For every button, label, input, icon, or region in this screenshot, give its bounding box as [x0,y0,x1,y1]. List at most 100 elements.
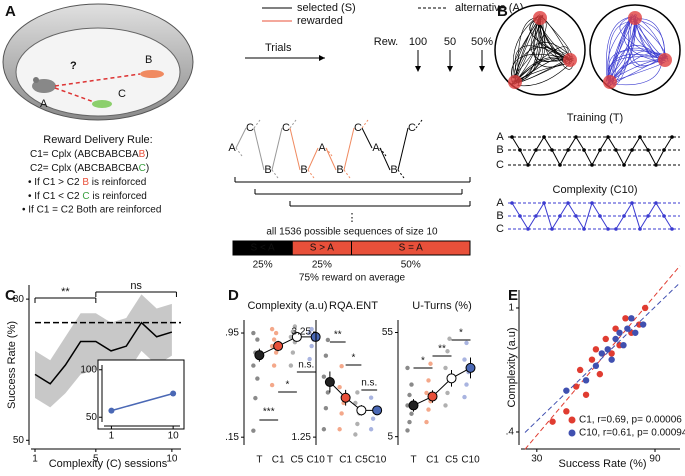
reward-zone [658,53,672,67]
data-point [309,343,314,349]
mean-marker [356,405,367,416]
data-point [271,363,277,368]
trajectory [517,62,572,87]
y-label: Complexity (a.u) [506,327,518,407]
zig-dot [606,227,610,231]
legend-marker [568,416,576,424]
point [582,391,590,398]
data-point [409,382,414,387]
y-tick-label: 50 [13,435,25,446]
zig-dot [614,227,618,231]
all-sequences: all 1536 possible sequences of size 10 [266,227,438,238]
data-point [273,330,279,336]
x-tick-label: C10 [306,455,325,466]
zig-dot [518,148,522,152]
rule-line: C1= Cplx (ABCBABCBAB) [30,149,149,160]
seq-letter: B [336,164,343,176]
data-point [426,378,431,383]
data-point [269,382,275,388]
data-point [409,411,414,416]
data-point [309,326,314,332]
data-point [405,365,410,371]
seq-letter: A [372,142,380,154]
reward-zone [603,75,617,89]
trials-label: Trials [265,42,292,54]
chart-title: RQA.ENT [329,300,378,312]
mean-marker [273,341,284,352]
mouse [32,79,56,93]
rule-part: B [139,149,146,160]
panel-label: B [497,3,508,20]
row-label: B [496,144,503,156]
trajectory [529,18,567,57]
seq-letter: C [246,122,254,134]
training-title: Training (T) [567,112,623,124]
annotation: *** [263,407,275,418]
row-label: A [496,131,504,143]
x-tick-label: 1 [32,454,38,465]
zig-dot [534,148,538,152]
mean-marker [291,331,302,342]
seq-letter: B [300,164,307,176]
zig-dot [646,148,650,152]
arrow-head [479,66,485,72]
data-point [323,353,329,358]
data-point [325,337,331,343]
data-point [255,376,260,381]
mouse-ear [33,77,39,83]
trajectory [623,15,665,64]
zig-dot [614,148,618,152]
annotation: n.s. [361,378,377,389]
chart-title: Complexity (a.u) [247,300,327,312]
share-label: 25% [253,260,273,271]
zig-dot [558,214,562,218]
trajectory [606,16,632,81]
inset [97,359,185,430]
arrow-head [447,66,453,72]
point [622,315,629,322]
row-label: C [496,159,504,171]
data-point [251,330,256,336]
data-point [355,390,360,395]
mean-line [259,336,316,356]
y-tick-label: .4 [506,427,515,438]
data-point [269,326,275,332]
mean-marker [446,373,457,384]
point [598,350,606,357]
zig-dot [542,201,546,205]
row-label: A [496,197,504,209]
zig-dot [574,214,578,218]
mean-marker [465,362,476,373]
reward-c [92,100,112,108]
point [563,408,570,415]
zig-dot [662,148,666,152]
zig-dot [590,201,594,205]
y-tick-label: 1 [508,303,514,314]
seq-alt [253,119,261,129]
share-label: 50% [401,260,421,271]
legend-entry: C10, r=0.61, p= 0.00094 [579,428,685,439]
maze-floor [15,27,181,117]
x-tick-label: 10 [168,431,180,442]
data-point [445,349,450,354]
mean-marker [427,391,438,402]
data-point [407,419,412,425]
zig-dot [558,163,562,167]
zig-dot [638,135,642,139]
rule-part: • If C1 > C2 [28,177,82,188]
annotation: * [286,380,290,391]
mean-marker [254,350,265,361]
seq-edge [307,147,319,171]
point [628,315,635,322]
arrow-b [54,73,141,87]
data-point [307,356,312,362]
annotation: ** [61,286,70,298]
data-point [255,337,260,342]
maze-point: C [118,88,126,100]
seq-edge [361,127,373,149]
point [563,387,570,394]
point [608,356,615,363]
data-point [290,350,296,355]
x-tick-label: 10 [166,454,178,465]
mean-marker [340,392,351,403]
